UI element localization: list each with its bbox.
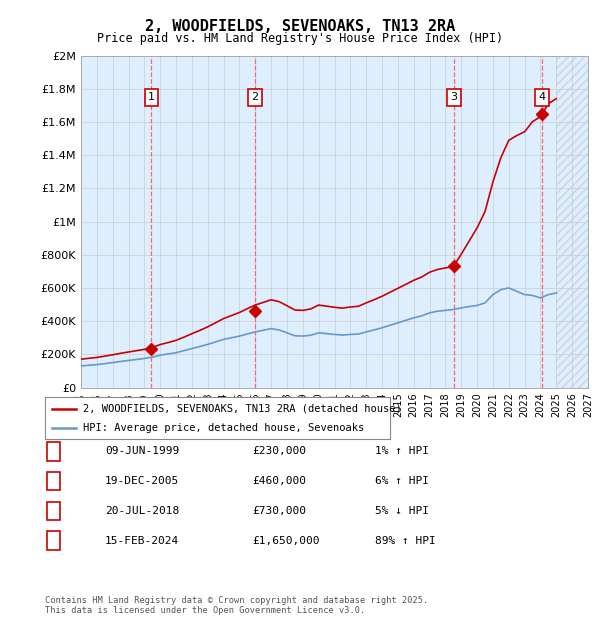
Text: 4: 4 [539, 92, 546, 102]
Text: 89% ↑ HPI: 89% ↑ HPI [375, 536, 436, 546]
Text: 3: 3 [451, 92, 458, 102]
Text: 5% ↓ HPI: 5% ↓ HPI [375, 506, 429, 516]
Text: £1,650,000: £1,650,000 [252, 536, 320, 546]
Text: HPI: Average price, detached house, Sevenoaks: HPI: Average price, detached house, Seve… [83, 423, 364, 433]
Text: £230,000: £230,000 [252, 446, 306, 456]
Text: 2, WOODFIELDS, SEVENOAKS, TN13 2RA: 2, WOODFIELDS, SEVENOAKS, TN13 2RA [145, 19, 455, 33]
Text: 2: 2 [50, 476, 57, 486]
Text: £460,000: £460,000 [252, 476, 306, 486]
Text: 19-DEC-2005: 19-DEC-2005 [105, 476, 179, 486]
Text: 1: 1 [50, 446, 57, 456]
Text: 15-FEB-2024: 15-FEB-2024 [105, 536, 179, 546]
Text: Contains HM Land Registry data © Crown copyright and database right 2025.
This d: Contains HM Land Registry data © Crown c… [45, 596, 428, 615]
Text: 2, WOODFIELDS, SEVENOAKS, TN13 2RA (detached house): 2, WOODFIELDS, SEVENOAKS, TN13 2RA (deta… [83, 404, 402, 414]
Text: 3: 3 [50, 506, 57, 516]
Text: 6% ↑ HPI: 6% ↑ HPI [375, 476, 429, 486]
Text: 2: 2 [251, 92, 258, 102]
Text: 20-JUL-2018: 20-JUL-2018 [105, 506, 179, 516]
Text: 1: 1 [148, 92, 155, 102]
Text: 1% ↑ HPI: 1% ↑ HPI [375, 446, 429, 456]
Text: £730,000: £730,000 [252, 506, 306, 516]
Text: 4: 4 [50, 536, 57, 546]
Text: 09-JUN-1999: 09-JUN-1999 [105, 446, 179, 456]
Text: Price paid vs. HM Land Registry's House Price Index (HPI): Price paid vs. HM Land Registry's House … [97, 32, 503, 45]
